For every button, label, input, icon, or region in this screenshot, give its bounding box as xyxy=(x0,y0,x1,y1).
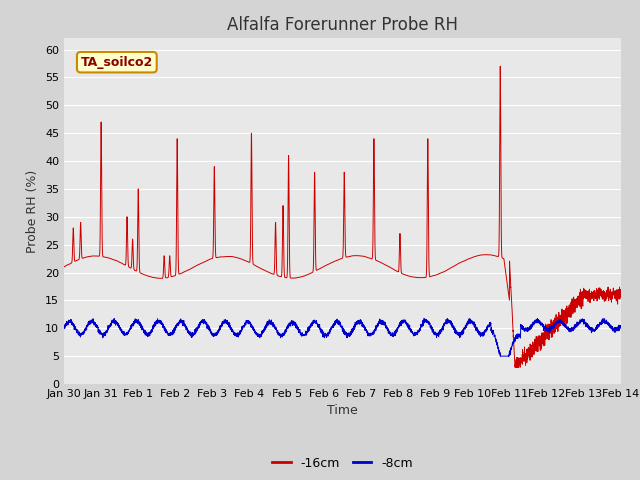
Title: Alfalfa Forerunner Probe RH: Alfalfa Forerunner Probe RH xyxy=(227,16,458,34)
X-axis label: Time: Time xyxy=(327,405,358,418)
Legend: -16cm, -8cm: -16cm, -8cm xyxy=(267,452,418,475)
Text: TA_soilco2: TA_soilco2 xyxy=(81,56,153,69)
Y-axis label: Probe RH (%): Probe RH (%) xyxy=(26,169,40,253)
